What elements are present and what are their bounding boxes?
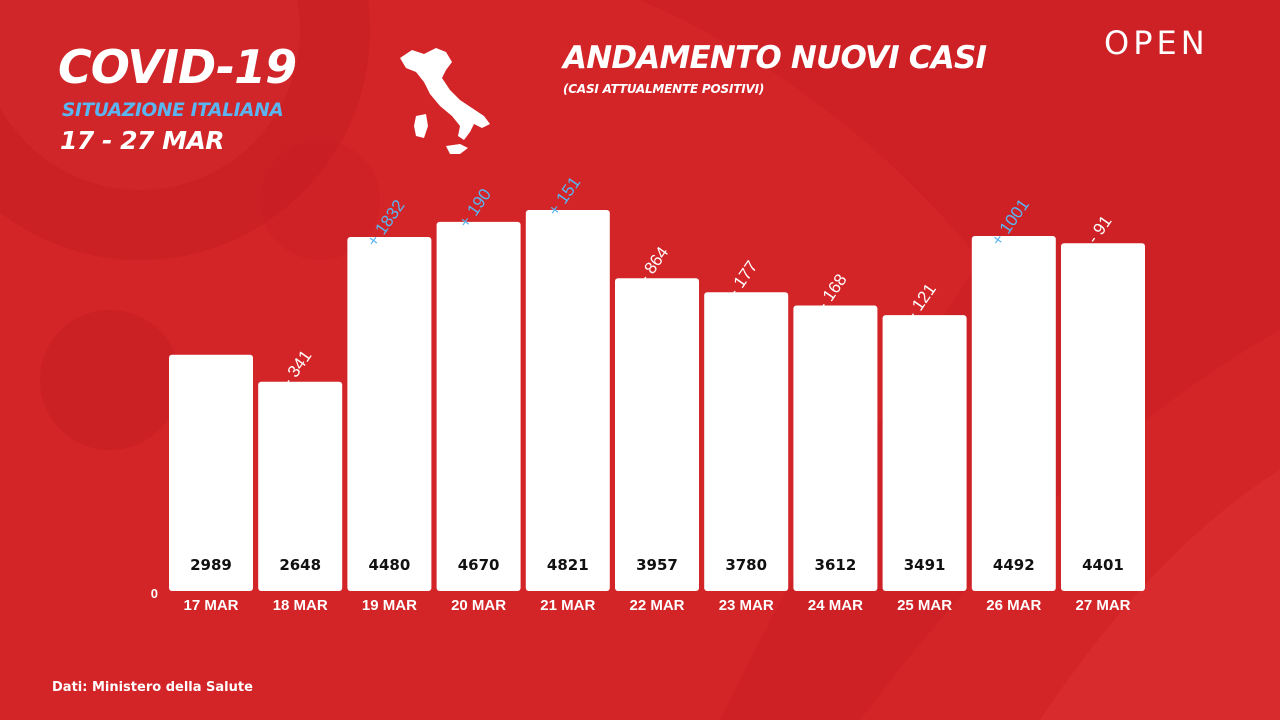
x-tick-label: 23 MAR: [719, 597, 774, 614]
x-tick-label: 18 MAR: [273, 597, 328, 614]
open-logo: OPEN: [1104, 24, 1209, 62]
y-tick-label: 0: [151, 586, 158, 601]
page-subtitle: SITUAZIONE ITALIANA: [62, 100, 284, 121]
x-tick-label: 27 MAR: [1075, 597, 1130, 614]
page-title: COVID-19: [58, 40, 297, 94]
chart-subtitle: (CASI ATTUALMENTE POSITIVI): [563, 82, 765, 96]
bar: [704, 292, 789, 591]
bar: [971, 236, 1056, 592]
date-range: 17 - 27 MAR: [60, 126, 225, 155]
delta-label: - 91: [1083, 212, 1115, 247]
x-tick-label: 25 MAR: [897, 597, 952, 614]
bar-value-label: 3491: [904, 556, 946, 574]
bar-value-label: 4492: [993, 556, 1035, 574]
bar-value-label: 4821: [547, 556, 589, 574]
bar: [793, 305, 878, 591]
bar-value-label: 2989: [190, 556, 232, 574]
bar: [1061, 243, 1145, 591]
x-tick-label: 19 MAR: [362, 597, 417, 614]
bar: [525, 210, 610, 591]
bar-value-label: 3957: [636, 556, 678, 574]
bar: [882, 315, 967, 591]
x-tick-label: 22 MAR: [629, 597, 684, 614]
bar-value-label: 4670: [458, 556, 500, 574]
bar-value-label: 3780: [725, 556, 767, 574]
bar: [258, 381, 343, 591]
x-tick-label: 21 MAR: [540, 597, 595, 614]
bar-value-label: 2648: [279, 556, 321, 574]
bar: [347, 236, 432, 591]
bar: [436, 221, 521, 591]
x-tick-label: 26 MAR: [986, 597, 1041, 614]
x-tick-label: 17 MAR: [183, 597, 238, 614]
x-tick-label: 24 MAR: [808, 597, 863, 614]
italy-map-icon: [400, 48, 490, 154]
bar: [615, 278, 699, 591]
bar-value-label: 3612: [815, 556, 857, 574]
bar: [169, 354, 253, 591]
bar-value-label: 4401: [1082, 556, 1124, 574]
x-tick-label: 20 MAR: [451, 597, 506, 614]
data-source: Dati: Ministero della Salute: [52, 680, 253, 695]
chart-title: ANDAMENTO NUOVI CASI: [563, 40, 987, 76]
bar-value-label: 4480: [369, 556, 411, 574]
